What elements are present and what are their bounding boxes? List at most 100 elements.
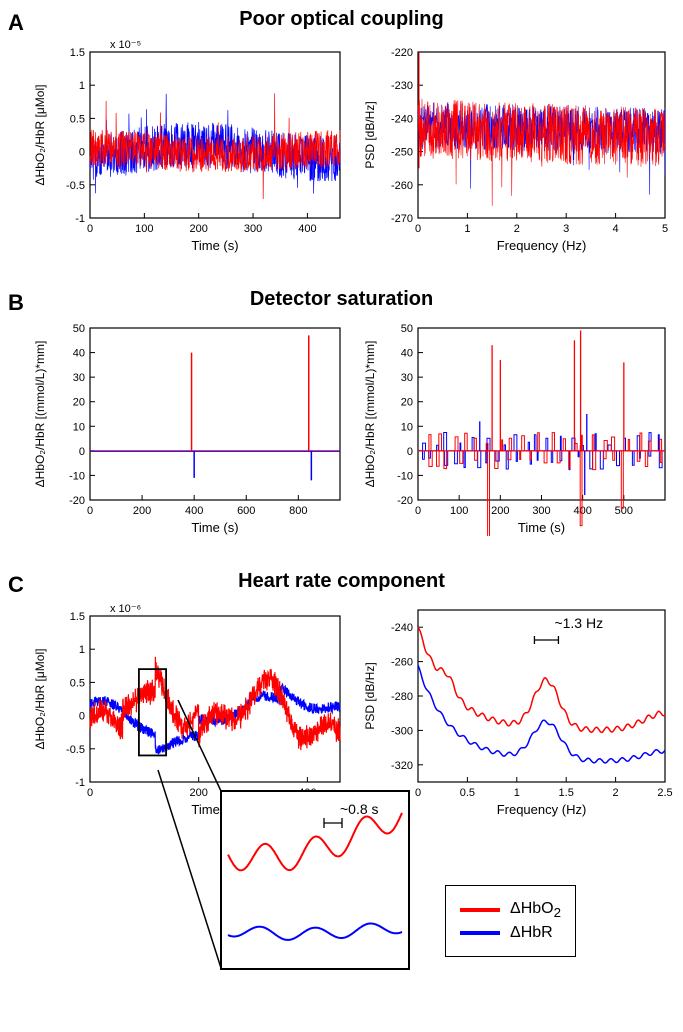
svg-text:-260: -260 [391, 180, 413, 192]
svg-text:Time (s): Time (s) [191, 520, 238, 535]
svg-text:0: 0 [415, 505, 421, 517]
figure-page: A Poor optical coupling 0100200300400-1-… [0, 0, 683, 1032]
svg-text:-300: -300 [391, 725, 413, 737]
svg-text:50: 50 [401, 323, 413, 335]
legend-row-hbo2: ΔHbO2 [460, 900, 561, 920]
svg-text:0.5: 0.5 [70, 113, 85, 125]
svg-text:400: 400 [185, 505, 203, 517]
legend-row-hbr: ΔHbR [460, 924, 561, 942]
legend: ΔHbO2 ΔHbR [445, 885, 576, 957]
svg-text:1: 1 [514, 787, 520, 799]
svg-text:ΔHbO₂/HbR [(mmol/L)*mm]: ΔHbO₂/HbR [(mmol/L)*mm] [33, 341, 47, 488]
svg-text:~0.8 s: ~0.8 s [340, 801, 379, 817]
svg-text:0: 0 [87, 223, 93, 235]
svg-text:1.5: 1.5 [70, 47, 85, 59]
svg-text:-20: -20 [69, 495, 85, 507]
svg-text:2: 2 [613, 787, 619, 799]
svg-text:-250: -250 [391, 147, 413, 159]
svg-text:~1.3 Hz: ~1.3 Hz [554, 615, 603, 631]
svg-text:-230: -230 [391, 80, 413, 92]
svg-text:-320: -320 [391, 760, 413, 772]
plot-c-left: 0200400-1-0.500.511.5Time (s)ΔHbO₂/HbR [… [30, 598, 350, 818]
svg-text:300: 300 [532, 505, 550, 517]
svg-text:0: 0 [79, 147, 85, 159]
svg-text:300: 300 [244, 223, 262, 235]
svg-text:20: 20 [73, 397, 85, 409]
svg-text:ΔHbO₂/HbR [μMol]: ΔHbO₂/HbR [μMol] [33, 649, 47, 750]
svg-text:30: 30 [401, 372, 413, 384]
svg-text:1: 1 [79, 80, 85, 92]
svg-text:800: 800 [289, 505, 307, 517]
svg-text:-0.5: -0.5 [66, 744, 85, 756]
svg-text:-270: -270 [391, 213, 413, 225]
svg-text:400: 400 [573, 505, 591, 517]
panel-title-b: Detector saturation [0, 288, 683, 311]
svg-text:400: 400 [298, 223, 316, 235]
legend-label-hbo2: ΔHbO2 [510, 900, 561, 920]
svg-text:20: 20 [401, 397, 413, 409]
svg-text:5: 5 [662, 223, 668, 235]
svg-text:0.5: 0.5 [70, 677, 85, 689]
svg-text:50: 50 [73, 323, 85, 335]
svg-text:Time (s): Time (s) [518, 520, 565, 535]
svg-text:-0.5: -0.5 [66, 180, 85, 192]
svg-text:1: 1 [464, 223, 470, 235]
svg-text:0: 0 [87, 787, 93, 799]
svg-text:40: 40 [73, 348, 85, 360]
svg-text:-260: -260 [391, 657, 413, 669]
svg-text:200: 200 [491, 505, 509, 517]
panel-title-a: Poor optical coupling [0, 8, 683, 31]
svg-text:PSD [dB/Hz]: PSD [dB/Hz] [363, 101, 377, 168]
svg-text:0.5: 0.5 [460, 787, 475, 799]
plot-a-right: 012345-270-260-250-240-230-220Frequency … [360, 34, 675, 254]
svg-text:-20: -20 [397, 495, 413, 507]
legend-swatch-hbr [460, 931, 500, 935]
plot-a-left: 0 100 200 300 400 -1 -0.5 0 0.5 1 1.5 Time (s) ΔHbO₂… [30, 34, 350, 254]
svg-text:600: 600 [237, 505, 255, 517]
svg-text:-1: -1 [75, 777, 85, 789]
svg-text:ΔHbO₂/HbR [μMol]: ΔHbO₂/HbR [μMol] [33, 85, 47, 186]
svg-text:-240: -240 [391, 622, 413, 634]
svg-text:200: 200 [190, 223, 208, 235]
svg-text:-220: -220 [391, 47, 413, 59]
svg-text:500: 500 [615, 505, 633, 517]
legend-swatch-hbo2 [460, 908, 500, 912]
svg-text:3: 3 [563, 223, 569, 235]
svg-text:100: 100 [135, 223, 153, 235]
svg-text:x 10⁻⁵: x 10⁻⁵ [110, 39, 141, 51]
svg-text:-10: -10 [69, 470, 85, 482]
svg-text:PSD [dB/Hz]: PSD [dB/Hz] [363, 662, 377, 729]
svg-text:0: 0 [415, 223, 421, 235]
plot-c-right: 00.511.522.5-320-300-280-260-240Frequenc… [360, 598, 675, 818]
svg-text:0: 0 [79, 446, 85, 458]
svg-text:40: 40 [401, 348, 413, 360]
svg-text:0: 0 [79, 711, 85, 723]
svg-text:10: 10 [73, 421, 85, 433]
plot-c-inset: ~0.8 s [220, 790, 410, 970]
svg-text:100: 100 [450, 505, 468, 517]
svg-text:1.5: 1.5 [70, 611, 85, 623]
svg-text:2: 2 [514, 223, 520, 235]
svg-text:-280: -280 [391, 691, 413, 703]
svg-text:-1: -1 [75, 213, 85, 225]
svg-text:30: 30 [73, 372, 85, 384]
svg-text:Frequency (Hz): Frequency (Hz) [497, 802, 587, 817]
plot-b-right: 0 100 200 300 400 500 -20 -10 0 10 20 30 40 50 Time (s… [360, 316, 675, 536]
svg-text:200: 200 [133, 505, 151, 517]
svg-text:1.5: 1.5 [559, 787, 574, 799]
svg-text:0: 0 [407, 446, 413, 458]
svg-text:-10: -10 [397, 470, 413, 482]
plot-b-left: 0 200 400 600 800 -20 -10 0 10 20 30 40 50 Time (s) ΔH… [30, 316, 350, 536]
svg-text:2.5: 2.5 [657, 787, 672, 799]
svg-text:0: 0 [87, 505, 93, 517]
svg-text:Frequency (Hz): Frequency (Hz) [497, 238, 587, 253]
svg-text:1: 1 [79, 644, 85, 656]
svg-text:200: 200 [190, 787, 208, 799]
svg-text:x 10⁻⁶: x 10⁻⁶ [110, 603, 141, 615]
legend-label-hbr: ΔHbR [510, 924, 553, 942]
svg-text:Time (s): Time (s) [191, 238, 238, 253]
panel-title-c: Heart rate component [0, 570, 683, 593]
svg-text:-240: -240 [391, 113, 413, 125]
svg-text:ΔHbO₂/HbR [(mmol/L)*mm]: ΔHbO₂/HbR [(mmol/L)*mm] [363, 341, 377, 488]
svg-text:10: 10 [401, 421, 413, 433]
